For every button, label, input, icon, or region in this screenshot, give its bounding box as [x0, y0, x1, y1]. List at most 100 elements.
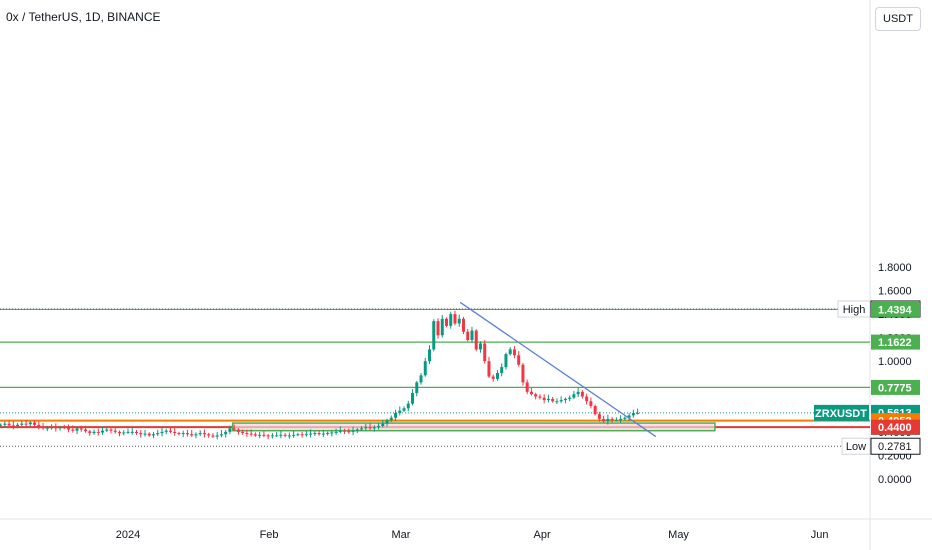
candle-body [478, 343, 482, 350]
candle-body [636, 412, 640, 414]
candle-body [385, 420, 389, 424]
candle-body [300, 434, 304, 436]
candle-body [207, 434, 211, 436]
x-tick-label: Apr [533, 529, 550, 541]
high-tag-text: High [843, 304, 866, 316]
candle-body [224, 431, 228, 435]
candle-body [151, 434, 155, 436]
candle-body [88, 431, 92, 434]
candle-body [377, 425, 381, 428]
candle-body [542, 397, 546, 401]
candle-body [449, 314, 453, 326]
symbol-tag-bg [814, 404, 869, 421]
candle-body [551, 398, 555, 402]
candle-body [338, 430, 342, 432]
candle-body [470, 330, 474, 340]
candle-body [62, 427, 66, 429]
trendline [459, 301, 657, 438]
level-label-2-bg [871, 334, 920, 350]
candle-body [58, 427, 62, 429]
candle-body [563, 398, 567, 401]
candle-body [245, 433, 249, 435]
candle-body [623, 417, 627, 419]
candle-body [419, 375, 423, 383]
candle-body [504, 354, 508, 368]
candle-body [113, 430, 117, 432]
candle-body [232, 428, 236, 430]
candle-body [619, 418, 623, 421]
candle-body [343, 430, 347, 432]
level-label-3-text: 0.7775 [878, 382, 912, 394]
y-tick-label: 1.0000 [878, 356, 912, 368]
candle-body [279, 434, 283, 436]
candle-body [512, 349, 516, 356]
x-tick-label: Feb [260, 529, 279, 541]
candle-body [317, 433, 321, 435]
candle-body [461, 318, 465, 332]
candle-body [304, 434, 308, 436]
candle-body [92, 431, 96, 434]
horizontal-levels [0, 308, 870, 447]
candle-body [402, 408, 406, 411]
candle-body [394, 413, 398, 418]
candle-body [525, 382, 529, 392]
low-tag-bg [841, 437, 871, 455]
candle-body [258, 434, 262, 436]
candle-body [296, 434, 300, 436]
candle-body [313, 433, 317, 435]
candle-body [219, 434, 223, 436]
candle-body [423, 361, 427, 376]
candle-body [487, 361, 491, 377]
candle-body [534, 394, 538, 397]
candle-body [521, 364, 525, 383]
candle-body [75, 428, 79, 431]
high-tag-bg [837, 300, 871, 318]
candle-body [406, 403, 410, 409]
candle-body [84, 429, 88, 432]
candle-body [474, 330, 478, 350]
candle-body [122, 432, 126, 434]
candle-body [466, 331, 470, 340]
candle-body [593, 405, 597, 415]
red-level-label-text: 0.4400 [878, 422, 912, 434]
symbol-tag-text: ZRXUSDT [815, 408, 867, 420]
candle-body [67, 427, 71, 430]
x-tick-label: Jun [811, 529, 829, 541]
candle-body [211, 435, 215, 437]
candle-body [0, 424, 3, 426]
candle-body [483, 343, 487, 362]
candle-body [156, 433, 160, 435]
candle-body [101, 430, 105, 433]
candle-body [576, 391, 580, 395]
candle-body [270, 435, 274, 437]
candle-body [173, 431, 177, 434]
support-zone [231, 422, 716, 432]
candle-body [168, 430, 172, 432]
candle-body [389, 417, 393, 421]
currency-button[interactable]: USDT [875, 7, 921, 31]
candle-body [572, 394, 576, 398]
candle-body [292, 434, 296, 436]
candle-body [109, 429, 113, 431]
candle-body [202, 433, 206, 435]
candle-body [54, 427, 58, 429]
candle-body [118, 431, 122, 434]
candle-body [79, 428, 83, 430]
candle-body [41, 427, 45, 429]
candle-body [428, 349, 432, 362]
candle-body [364, 427, 368, 429]
candle-body [266, 435, 270, 437]
candle-body [249, 433, 253, 435]
candle-body [398, 410, 402, 414]
candle-body [580, 391, 584, 397]
candle-body [37, 424, 41, 428]
candle-body [105, 429, 109, 431]
candle-body [287, 435, 291, 437]
candle-body [334, 431, 338, 433]
candle-body [508, 349, 512, 355]
candle-body [495, 372, 499, 379]
candle-body [33, 422, 37, 425]
y-tick-label: 1.8000 [878, 262, 912, 274]
x-tick-label: Mar [392, 529, 411, 541]
